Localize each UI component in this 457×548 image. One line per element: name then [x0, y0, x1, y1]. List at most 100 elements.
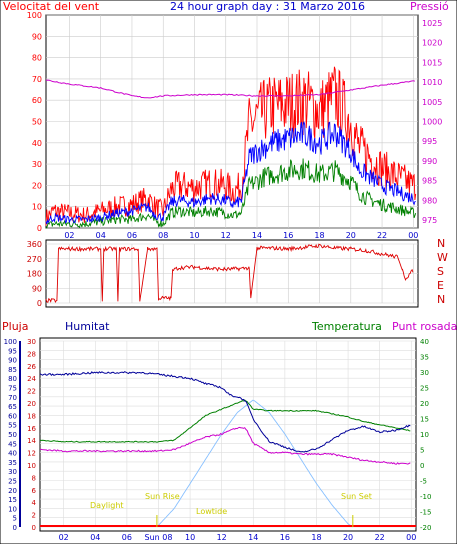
- wind-tick-label: 70: [32, 75, 42, 84]
- wind-tick-label: 60: [32, 96, 42, 105]
- direction-tick-label: 90: [32, 284, 42, 293]
- daylight-annotation: Daylight: [90, 501, 124, 510]
- humidity-series: [39, 371, 411, 453]
- hour-tick-label: 12: [217, 533, 227, 542]
- humidity-tick-label: 65: [8, 403, 17, 411]
- humidity-tick-label: 100: [4, 338, 17, 346]
- rain-tick-label: 28: [27, 350, 36, 358]
- wind-tick-label: 20: [32, 181, 42, 190]
- temperature-tick-label: -10: [420, 493, 431, 501]
- pressure-tick-label: 1000: [422, 118, 442, 127]
- temperature-tick-label: -5: [420, 478, 427, 486]
- direction-panel-grid: [46, 243, 418, 304]
- wind-tick-label: 40: [32, 139, 42, 148]
- compass-label: N: [437, 293, 445, 306]
- hour-tick-label: 02: [64, 231, 74, 240]
- pressure-series: [45, 79, 416, 99]
- humidity-tick-label: 95: [8, 347, 17, 355]
- temperature-tick-label: 15: [420, 416, 429, 424]
- sun-elevation-series: [156, 399, 354, 528]
- rain-tick-label: 8: [32, 474, 36, 482]
- rain-tick-label: 20: [27, 400, 36, 408]
- wind-tick-label: 90: [32, 32, 42, 41]
- rain-tick-label: 12: [27, 450, 36, 458]
- punt-rosada-label: Punt rosada: [392, 320, 457, 333]
- rain-tick-label: 14: [27, 437, 36, 445]
- rain-tick-label: 22: [27, 388, 36, 396]
- rain-tick-label: 6: [32, 487, 37, 495]
- humidity-tick-label: 5: [13, 515, 17, 523]
- pressure-title: Pressió: [410, 0, 449, 13]
- temperature-tick-label: -20: [420, 524, 431, 532]
- direction-series: [45, 243, 414, 304]
- pressure-tick-label: 1005: [422, 98, 442, 107]
- humidity-tick-label: 20: [8, 487, 17, 495]
- wind-tick-label: 50: [32, 118, 42, 127]
- hour-tick-label: 16: [280, 533, 290, 542]
- wind-tick-label: 0: [37, 224, 42, 233]
- hour-tick-label: 10: [189, 231, 199, 240]
- axis-labels: 0102030405060708090100975980985990995100…: [4, 11, 448, 542]
- temperature-tick-label: 0: [420, 462, 424, 470]
- rain-tick-label: 16: [27, 425, 36, 433]
- direction-tick-label: 270: [27, 255, 42, 264]
- hour-tick-label: 02: [59, 533, 69, 542]
- hour-tick-label: 20: [343, 533, 353, 542]
- rain-tick-label: 10: [27, 462, 36, 470]
- rain-tick-label: 4: [32, 499, 37, 507]
- temperature-tick-label: -15: [420, 509, 431, 517]
- humidity-tick-label: 35: [8, 459, 17, 467]
- pressure-tick-label: 990: [422, 157, 437, 166]
- direction-tick-label: 0: [37, 299, 42, 308]
- temperature-tick-label: 35: [420, 354, 429, 362]
- temperature-series: [39, 399, 411, 443]
- hour-tick-label: 00: [408, 231, 418, 240]
- wind-tick-label: 100: [27, 11, 42, 20]
- temperature-tick-label: 40: [420, 338, 429, 346]
- hour-tick-label: 04: [96, 231, 106, 240]
- direction-tick-label: 180: [27, 270, 42, 279]
- hour-tick-label: 04: [90, 533, 100, 542]
- humidity-tick-label: 80: [8, 375, 17, 383]
- rain-tick-label: 0: [32, 524, 36, 532]
- hour-tick-label: 18: [311, 533, 321, 542]
- hour-tick-label: 20: [346, 231, 356, 240]
- hour-tick-label: 22: [377, 231, 387, 240]
- temperature-tick-label: 5: [420, 447, 424, 455]
- wind-speed-title: Velocitat del vent: [3, 0, 100, 13]
- humidity-tick-label: 85: [8, 366, 17, 374]
- pressure-tick-label: 995: [422, 137, 437, 146]
- hour-tick-label: 00: [406, 533, 416, 542]
- lowtide-annotation: Lowtide: [196, 507, 227, 516]
- pressure-tick-label: 1025: [422, 19, 442, 28]
- hour-tick-label: 08: [158, 231, 168, 240]
- compass-label: W: [437, 251, 448, 264]
- hour-tick-label: 16: [283, 231, 293, 240]
- chart-date-title: 24 hour graph day : 31 Marzo 2016: [170, 0, 365, 13]
- wind-tick-label: 10: [32, 203, 42, 212]
- compass-label: N: [437, 237, 445, 250]
- hour-tick-label: 18: [314, 231, 324, 240]
- pressure-tick-label: 975: [422, 216, 437, 225]
- temperatura-label: Temperatura: [311, 320, 382, 333]
- hour-tick-label: 14: [252, 231, 262, 240]
- hour-tick-label: 12: [221, 231, 231, 240]
- humidity-tick-label: 55: [8, 422, 17, 430]
- temperature-tick-label: 25: [420, 385, 429, 393]
- humidity-tick-label: 0: [13, 524, 17, 532]
- dew-point-series: [39, 426, 411, 465]
- rain-tick-label: 30: [27, 338, 36, 346]
- temperature-tick-label: 30: [420, 369, 429, 377]
- humidity-tick-label: 30: [8, 468, 17, 476]
- hour-tick-label: 06: [122, 533, 132, 542]
- hour-tick-label: 22: [375, 533, 385, 542]
- hour-tick-label: 06: [127, 231, 137, 240]
- rain-tick-label: 26: [27, 363, 36, 371]
- temperature-tick-label: 20: [420, 400, 429, 408]
- humidity-tick-label: 50: [8, 431, 17, 439]
- pressure-tick-label: 1015: [422, 58, 442, 67]
- humidity-tick-label: 90: [8, 357, 17, 365]
- hour-tick-label: 14: [248, 533, 258, 542]
